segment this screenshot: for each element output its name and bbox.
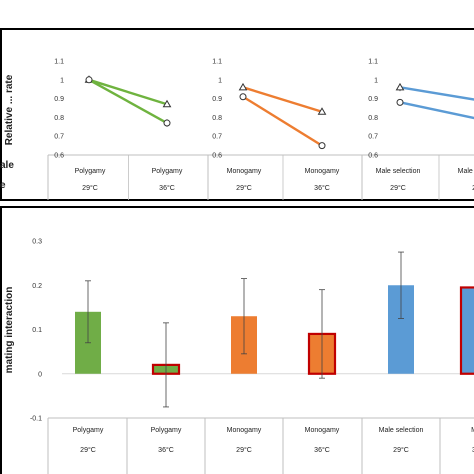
bottom-temperature-label: 29°C [393,446,409,454]
bar [459,286,474,375]
bottom-category-label: M [471,427,474,434]
bottom-y-tick-label: 0 [38,371,42,378]
bottom-category-label: Polygamy [73,427,104,434]
triangle-marker [238,82,248,91]
top-category-label: Monogamy [305,168,340,175]
top-category-label: Polygamy [152,168,183,175]
bottom-bar-chart: -0.1 0 0.1 0.2 0.3 Polygamy 29°C Polygamy 36°C Mo… [30,239,474,474]
top-y-tick-label: 0.8 [54,115,64,122]
top-y-tick-label: 0.9 [368,96,378,103]
series-line [242,95,323,147]
top-y-tick-label: 1 [374,77,378,84]
circle-marker [396,98,404,106]
top-temperature-label: 29°C [82,184,98,192]
triangle-marker [162,99,172,108]
top-category-label: Monogamy [227,168,262,175]
top-y-tick-label: 1 [60,77,64,84]
bottom-temperature-label: 29°C [236,446,252,454]
top-side-label-2: e [0,180,6,191]
top-y-tick-label: 0.8 [212,115,222,122]
bottom-ylabel-fragment: mating interaction [4,287,15,374]
top-y-tick-label: 1.1 [368,59,378,66]
series-line [242,86,323,113]
top-side-label-1: ale [0,160,14,171]
top-temperature-label: 29°C [236,184,252,192]
top-temperature-label: 29°C [472,184,474,192]
bottom-y-tick-label: 0.2 [32,283,42,290]
bottom-y-tick-label: 0.3 [32,239,42,246]
top-category-label: Male selection [458,168,474,175]
triangle-marker [395,82,405,91]
top-y-tick-label: 0.7 [212,134,222,141]
top-y-tick-label: 0.6 [54,153,64,160]
top-y-tick-label: 0.7 [54,134,64,141]
series-line [88,78,168,125]
top-y-tick-label: 0.6 [368,153,378,160]
circle-marker [85,76,93,84]
top-y-tick-label: 1.1 [54,59,64,66]
circle-marker [318,142,326,150]
bottom-y-tick-label: 0.1 [32,327,42,334]
top-temperature-label: 29°C [390,184,406,192]
series-line [88,78,168,106]
bottom-category-label: Male selection [379,427,424,434]
bottom-category-label: Polygamy [151,427,182,434]
top-y-tick-label: 0.7 [368,134,378,141]
top-y-tick-label: 0.8 [368,115,378,122]
series-line [399,86,474,101]
top-y-tick-label: 1 [218,77,222,84]
bottom-temperature-label: 36°C [158,446,174,454]
top-y-tick-label: 1.1 [212,59,222,66]
top-category-label: Male selection [376,168,421,175]
bottom-y-tick-label: -0.1 [30,416,42,423]
bottom-temperature-label: 29°C [80,446,96,454]
series-line [399,101,474,120]
top-y-tick-label: 0.9 [54,96,64,103]
bottom-temperature-label: 36°C [314,446,330,454]
bottom-category-label: Monogamy [227,427,262,434]
bottom-category-label: Monogamy [305,427,340,434]
top-temperature-label: 36°C [159,184,175,192]
bottom-temperature-label: 3 [472,447,474,454]
top-category-label: Polygamy [75,168,106,175]
top-temperature-label: 36°C [314,184,330,192]
circle-marker [239,93,247,101]
circle-marker [163,119,171,127]
top-line-charts: 0.6 0.7 0.8 0.9 1 1.1 Polygamy 29°C Polygamy 36°C… [47,59,474,200]
top-y-tick-label: 0.9 [212,96,222,103]
triangle-marker [317,107,327,115]
top-ylabel-fragment: Relative ... rate [4,74,15,145]
top-y-tick-label: 0.6 [212,153,222,160]
